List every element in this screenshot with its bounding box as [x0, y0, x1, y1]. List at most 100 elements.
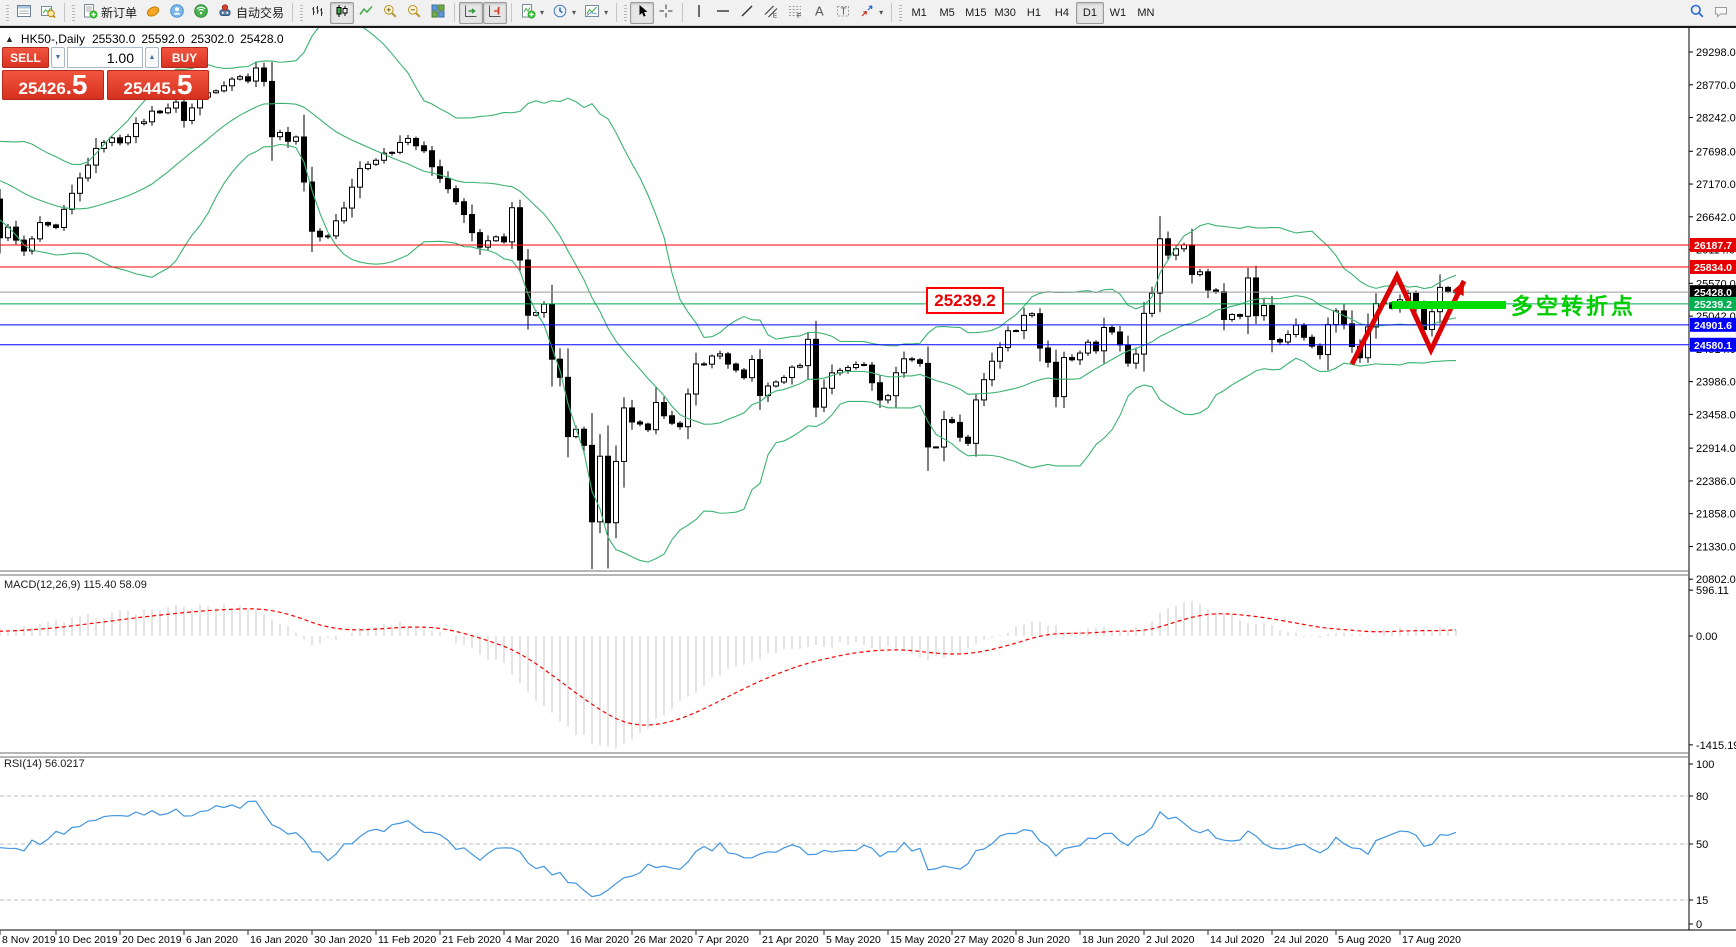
signals-button[interactable]: [189, 2, 213, 24]
chat-button[interactable]: [1709, 2, 1733, 24]
zigzag-arrow[interactable]: [1349, 270, 1467, 366]
horizontal-line-button[interactable]: [711, 2, 735, 24]
price-level-badge-label: 25834.0: [1694, 262, 1732, 274]
timeframe-button-mn[interactable]: MN: [1137, 6, 1155, 19]
date-label: 8 Nov 2019: [2, 934, 56, 946]
bar-chart-button[interactable]: [306, 2, 330, 24]
price-tick-label: 21330.0: [1696, 541, 1736, 553]
autotrading-button[interactable]: 自动交易: [213, 2, 288, 24]
cursor-button[interactable]: [630, 1, 655, 24]
autotrading-label: 自动交易: [236, 6, 285, 20]
timeframe-button-w1[interactable]: W1: [1109, 6, 1127, 19]
price-level-badge: [1690, 317, 1736, 332]
sell-button[interactable]: SELL: [2, 47, 49, 68]
timeframe-button-h1[interactable]: H1: [1026, 6, 1041, 19]
volume-increase-button[interactable]: ▲: [145, 47, 159, 68]
arrows-button[interactable]: ▾: [855, 2, 887, 24]
collapse-panel-icon[interactable]: ▲: [5, 34, 14, 44]
price-tick-label: 22914.0: [1696, 443, 1736, 455]
auto-scroll-icon: [463, 3, 479, 22]
equidistant-channel-button[interactable]: E: [759, 2, 783, 24]
toolbar-grip: [624, 4, 628, 21]
price-levels: 26187.725834.025428.025239.224901.624580…: [0, 238, 1736, 352]
volume-decrease-button[interactable]: ▼: [51, 47, 65, 68]
price-tick-label: 23986.0: [1696, 377, 1736, 389]
zoom-out-icon: [406, 3, 422, 22]
toolbar-grip: [300, 4, 304, 21]
market-watch-button[interactable]: [141, 2, 165, 24]
terminal-window-button[interactable]: [12, 2, 36, 24]
buy-button[interactable]: BUY: [161, 47, 208, 68]
date-label: 7 Apr 2020: [698, 934, 749, 946]
tile-windows-button[interactable]: [426, 2, 450, 24]
community-button[interactable]: [165, 2, 189, 24]
timeframe-button-d1[interactable]: D1: [1075, 1, 1104, 24]
new-order-button[interactable]: 新订单: [78, 2, 141, 24]
timeframe-button-h4[interactable]: H4: [1054, 6, 1069, 19]
price-level-badge-label: 24580.1: [1694, 340, 1732, 352]
profiles-button[interactable]: [36, 2, 60, 24]
line-chart-button[interactable]: [354, 2, 378, 24]
chevron-down-icon: ▾: [572, 8, 577, 17]
fibonacci-button[interactable]: F: [783, 2, 807, 24]
date-label: 2 Jul 2020: [1146, 934, 1195, 946]
text-label-button[interactable]: T: [831, 2, 855, 24]
arrows-icon: [859, 3, 875, 22]
price-level-note[interactable]: 25239.2: [926, 287, 1004, 314]
date-label: 26 Mar 2020: [634, 934, 693, 946]
price-tick-label: 27170.0: [1696, 179, 1736, 191]
date-label: 5 Aug 2020: [1338, 934, 1391, 946]
crosshair-button[interactable]: [654, 2, 678, 24]
timeframe-button-m1[interactable]: M1: [911, 6, 927, 19]
price-level-badge-label: 24901.6: [1694, 320, 1732, 332]
svg-text:T: T: [841, 7, 847, 18]
ohlc-open: 25530.0: [91, 32, 136, 46]
auto-scroll-button[interactable]: [459, 1, 484, 24]
templates-button[interactable]: ▾: [580, 2, 612, 24]
cursor-icon: [634, 3, 650, 22]
text-button[interactable]: A: [807, 2, 831, 24]
crosshair-icon: [658, 3, 674, 22]
turning-point-bar[interactable]: [1392, 301, 1506, 309]
ohlc-low: 25302.0: [190, 32, 235, 46]
search-button[interactable]: [1685, 2, 1709, 24]
zoom-in-button[interactable]: [378, 2, 402, 24]
sell-price[interactable]: 25426. 5: [2, 70, 104, 100]
one-click-trading-panel: SELL ▼ 1.00 ▲ BUY 25426. 5 25445. 5: [2, 47, 210, 100]
date-label: 5 May 2020: [826, 934, 881, 946]
candlesticks: [0, 61, 1459, 569]
vertical-line-button[interactable]: [687, 2, 711, 24]
timeframe-button-m5[interactable]: M5: [939, 6, 955, 19]
macd-signal-line: [0, 608, 1457, 726]
price-level-badge-label: 25428.0: [1694, 287, 1732, 299]
zoom-out-button[interactable]: [402, 2, 426, 24]
volume-input[interactable]: 1.00: [67, 47, 143, 68]
buy-price-frac: 5: [176, 69, 193, 100]
date-label: 16 Mar 2020: [570, 934, 629, 946]
timeframe-button-m30[interactable]: M30: [994, 6, 1016, 19]
buy-price[interactable]: 25445. 5: [107, 70, 209, 100]
turning-point-text[interactable]: 多空转折点: [1511, 294, 1637, 319]
periods-button[interactable]: ▾: [548, 2, 580, 24]
rsi-tick-label: 0: [1696, 919, 1702, 931]
search-icon: [1689, 3, 1705, 22]
chart-shift-icon: [487, 3, 503, 22]
candlestick-chart-button[interactable]: [330, 1, 355, 24]
chart-shift-button[interactable]: [483, 1, 508, 24]
trendline-button[interactable]: [735, 2, 759, 24]
svg-text:A: A: [815, 4, 824, 19]
zigzag-arrowhead: [1452, 281, 1464, 296]
rsi-name: RSI(14): [4, 758, 42, 770]
date-label: 10 Dec 2019: [58, 934, 118, 946]
indicators-button[interactable]: ▾: [516, 2, 548, 24]
equidistant-channel-icon: E: [763, 3, 779, 22]
line-chart-icon: [358, 3, 374, 22]
vertical-line-icon: [691, 3, 707, 22]
horizontal-line-icon: [715, 3, 731, 22]
rsi-value: 56.0217: [44, 758, 85, 770]
profiles-icon: [40, 3, 56, 22]
timeframe-button-m15[interactable]: M15: [965, 6, 987, 19]
rsi-indicator-label: RSI(14) 56.0217: [4, 758, 85, 770]
price-level-badge: [1690, 238, 1736, 253]
